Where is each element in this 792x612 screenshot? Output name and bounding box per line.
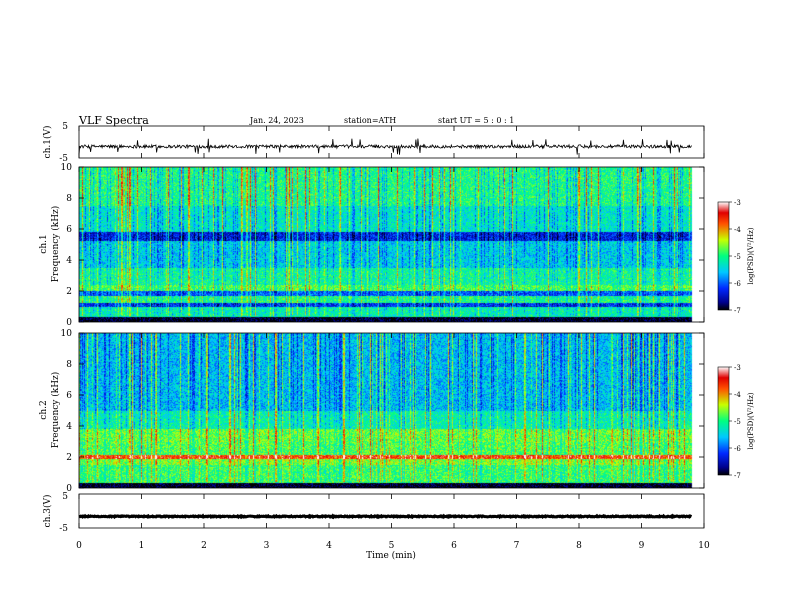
figure-title: VLF Spectra (78, 114, 149, 127)
ch2-colorbar: -3 -4 -5 -6 -7 log(PSD)(V²/Hz) (717, 364, 755, 480)
freq-tick-label: 6 (66, 391, 72, 401)
colorbar-tick-label: -5 (734, 418, 741, 426)
freq-tick-label: 2 (66, 287, 72, 297)
figure-header: VLF Spectra Jan. 24, 2023 station=ATH st… (78, 114, 514, 127)
colorbar-tick-label: -3 (734, 199, 741, 207)
time-tick-label: 9 (639, 541, 645, 551)
ch1-colorbar-ticks: -3 -4 -5 -6 -7 (729, 199, 741, 315)
ch1-spectrogram-ylabel-channel: ch.1 (39, 234, 49, 253)
date-label: Jan. 24, 2023 (249, 116, 304, 125)
ch1-spectrogram-yticks: 0 2 4 6 8 10 (61, 163, 704, 328)
ch1-colorbar-gradient (717, 201, 730, 311)
ch3-waveform-frame (78, 493, 705, 529)
ch2-spectrogram-panel: 0 2 4 6 8 10 ch.2 Frequency (kHz) (39, 329, 705, 494)
ch2-colorbar-gradient (717, 366, 730, 476)
colorbar-tick-label: -6 (734, 280, 741, 288)
ch2-spectrogram-yticks: 0 2 4 6 8 10 (61, 329, 704, 494)
ch1-spectrogram-ylabel-frequency: Frequency (kHz) (50, 206, 61, 283)
station-label: station=ATH (344, 116, 396, 125)
ch3-waveform-trace (78, 513, 693, 520)
time-axis-ticks: 0 1 2 3 4 5 6 7 8 9 10 (76, 126, 710, 551)
colorbar-tick-label: -7 (734, 472, 741, 480)
time-axis: 0 1 2 3 4 5 6 7 8 9 10 Time (min) (76, 126, 710, 561)
ch3-waveform-ylabel: ch.3(V) (42, 495, 53, 528)
colorbar-tick-label: -5 (734, 253, 741, 261)
ch2-colorbar-label: log(PSD)(V²/Hz) (747, 392, 755, 449)
ch2-spectrogram-ylabel-channel: ch.2 (39, 400, 49, 419)
colorbar-tick-label: -6 (734, 445, 741, 453)
time-tick-label: 8 (576, 541, 582, 551)
time-tick-label: 10 (698, 541, 710, 551)
ch2-spectrogram-image (79, 333, 704, 488)
ch1-spectrogram-panel: 0 2 4 6 8 10 ch.1 Frequency (kHz) (39, 163, 705, 328)
freq-tick-label: 4 (66, 422, 72, 432)
ch1-ytick-min: -5 (59, 154, 68, 164)
freq-tick-label: 8 (66, 360, 72, 370)
colorbar-tick-label: -3 (734, 364, 741, 372)
freq-tick-label: 10 (61, 329, 73, 339)
time-tick-label: 1 (139, 541, 145, 551)
freq-tick-label: 4 (66, 256, 72, 266)
colorbar-tick-label: -4 (734, 391, 741, 399)
ch1-waveform-ylabel: ch.1(V) (42, 126, 53, 159)
time-tick-label: 5 (389, 541, 395, 551)
ch3-ytick-min: -5 (59, 524, 68, 534)
time-axis-label: Time (min) (366, 550, 416, 561)
ch1-waveform-trace (78, 138, 692, 156)
colorbar-tick-label: -7 (734, 307, 741, 315)
ch1-ytick-max: 5 (62, 122, 68, 132)
ch3-ytick-max: 5 (62, 492, 68, 502)
colorbar-tick-label: -4 (734, 226, 741, 234)
freq-tick-label: 8 (66, 194, 72, 204)
time-tick-label: 3 (264, 541, 270, 551)
time-tick-label: 4 (326, 541, 332, 551)
ch1-spectrogram-image (79, 167, 704, 322)
ch2-colorbar-ticks: -3 -4 -5 -6 -7 (729, 364, 741, 480)
ch2-spectrogram-ylabel-frequency: Frequency (kHz) (50, 372, 61, 449)
freq-tick-label: 0 (66, 484, 72, 494)
time-tick-label: 7 (514, 541, 520, 551)
freq-tick-label: 2 (66, 453, 72, 463)
ch1-colorbar-label: log(PSD)(V²/Hz) (747, 227, 755, 284)
time-tick-label: 2 (201, 541, 207, 551)
time-tick-label: 0 (76, 541, 82, 551)
time-tick-label: 6 (451, 541, 457, 551)
freq-tick-label: 10 (61, 163, 73, 173)
freq-tick-label: 0 (66, 318, 72, 328)
freq-tick-label: 6 (66, 225, 72, 235)
ch1-colorbar: -3 -4 -5 -6 -7 log(PSD)(V²/Hz) (717, 199, 755, 315)
start-time-label: start UT = 5 : 0 : 1 (438, 116, 514, 125)
